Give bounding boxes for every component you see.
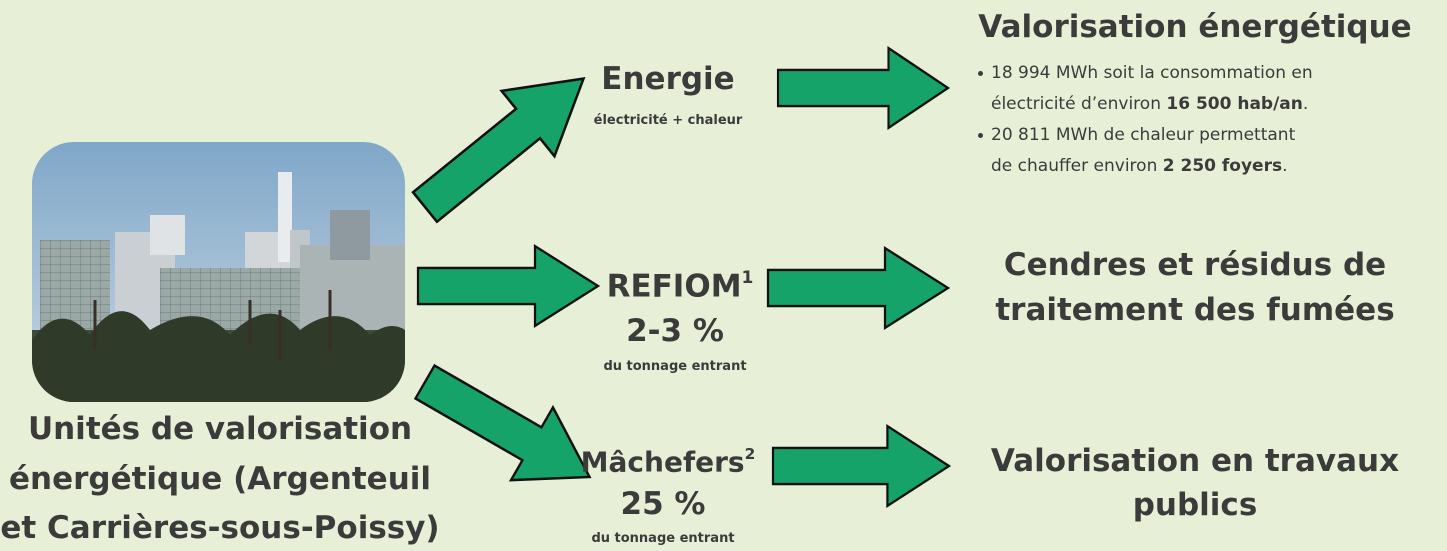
outcome-title: traitement des fumées <box>995 292 1395 328</box>
arrow <box>411 77 586 224</box>
bullet-bold: 16 500 hab/an <box>1166 94 1303 114</box>
source-label: Unités de valorisation <box>27 411 413 447</box>
bullet-text: 20 811 MWh de chaleur permettant <box>991 125 1296 145</box>
flow-name: REFIOM <box>606 268 742 305</box>
flow-name: Mâchefers <box>580 445 745 479</box>
flow-label: Mâchefers2 <box>580 445 756 479</box>
outcome-title: Valorisation énergétique <box>978 9 1412 45</box>
bullet: 20 811 MWh de chaleur permettant de chauf… <box>978 120 1313 182</box>
flow-detail: du tonnage entrant <box>591 531 735 546</box>
bullet-text: . <box>1282 156 1288 176</box>
flow-share: 25 % <box>620 486 706 522</box>
outcome-bullets: 18 994 MWh soit la consommation en électr… <box>975 58 1313 182</box>
flow-label: Energie <box>601 61 735 97</box>
outcome-title: Valorisation en travaux <box>990 443 1400 479</box>
source-label: énergétique (Argenteuil <box>8 461 432 497</box>
footnote-mark: 1 <box>741 268 754 288</box>
bullet-text: . <box>1302 94 1309 114</box>
source-label: et Carrières-sous-Poissy) <box>0 510 440 546</box>
plant-photo <box>32 142 405 402</box>
arrow <box>413 363 592 482</box>
arrows <box>411 46 952 508</box>
outcome-title: publics <box>1132 487 1258 523</box>
outcome-title: Cendres et résidus de <box>1003 247 1387 283</box>
arrow <box>776 46 951 130</box>
flow-detail: du tonnage entrant <box>603 359 747 374</box>
bullet-text: électricité d’environ <box>991 94 1167 114</box>
bullet-text: 18 994 MWh soit la consommation en <box>991 63 1313 83</box>
bullet-text: de chauffer environ <box>991 156 1163 176</box>
bullet: 18 994 MWh soit la consommation en électr… <box>978 58 1313 120</box>
arrow <box>771 424 952 508</box>
footnote-mark: 2 <box>744 445 756 463</box>
bullet-bold: 2 250 foyers <box>1162 156 1283 176</box>
flow-label: REFIOM1 <box>606 268 754 305</box>
arrow <box>766 246 951 330</box>
flow-share: 2-3 % <box>626 313 724 349</box>
arrow <box>416 244 601 328</box>
flow-detail: électricité + chaleur <box>593 113 743 128</box>
